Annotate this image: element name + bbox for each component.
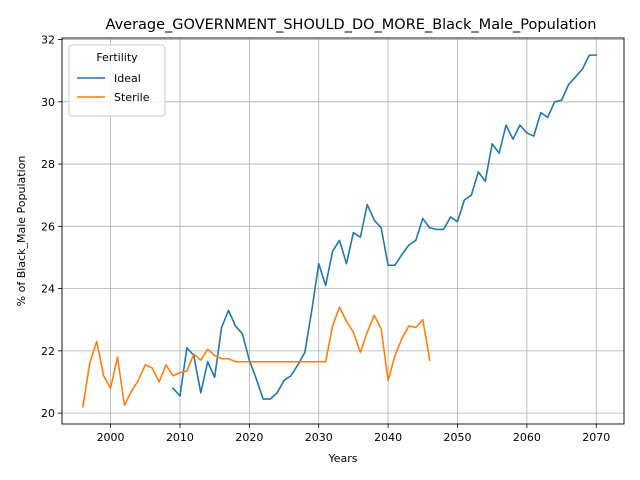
y-tick-label: 20 [41,407,55,420]
x-tick-label: 2040 [374,431,402,444]
gridlines [62,38,624,424]
x-tick-label: 2020 [235,431,263,444]
x-tick-label: 2070 [582,431,610,444]
x-tick-label: 2060 [513,431,541,444]
y-axis-ticks: 20 22 24 26 28 30 32 [41,34,62,420]
chart-title: Average_GOVERNMENT_SHOULD_DO_MORE_Black_… [106,17,597,33]
y-tick-label: 32 [41,34,55,47]
series-line-sterile [81,306,431,408]
y-tick-label: 28 [41,158,55,171]
legend: Fertility Ideal Sterile [68,44,166,117]
legend-label-ideal: Ideal [114,72,141,85]
y-axis-label: % of Black_Male Population [15,156,28,307]
y-tick-label: 26 [41,220,55,233]
legend-title: Fertility [96,51,138,64]
series-lines [81,54,598,408]
x-tick-label: 2050 [443,431,471,444]
x-tick-label: 2000 [97,431,125,444]
legend-box [68,44,166,117]
plot-frame [61,37,625,425]
x-axis-ticks: 2000 2010 2020 2030 2040 2050 2060 2070 [97,424,610,444]
x-axis-label: Years [327,452,357,465]
x-tick-label: 2030 [305,431,333,444]
y-tick-label: 22 [41,345,55,358]
legend-label-sterile: Sterile [114,91,150,104]
y-tick-label: 30 [41,96,55,109]
x-tick-label: 2010 [166,431,194,444]
y-tick-label: 24 [41,283,55,296]
series-line-ideal [171,54,598,400]
